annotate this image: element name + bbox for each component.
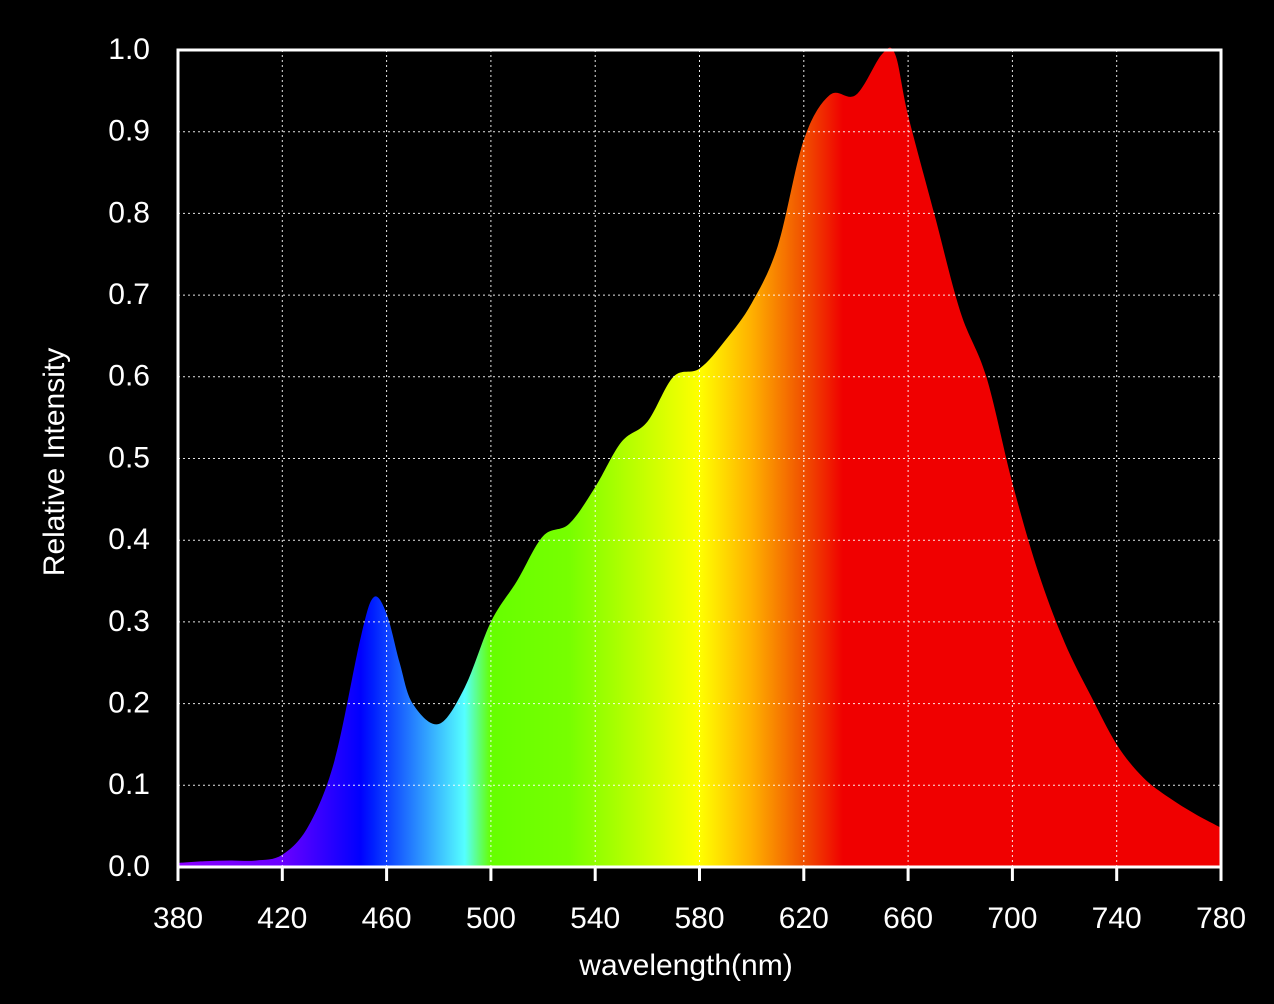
- plot-frame: [176, 48, 1223, 869]
- x-axis-title: wavelength(nm): [578, 949, 792, 982]
- y-tick-label: 0.3: [108, 605, 150, 638]
- x-tick-label: 740: [1092, 902, 1142, 935]
- y-tick-label: 0.5: [108, 441, 150, 474]
- y-tick-label: 0.7: [108, 278, 150, 311]
- y-tick-label: 0.4: [108, 523, 150, 556]
- x-tick-label: 460: [362, 902, 412, 935]
- x-tick-label: 780: [1196, 902, 1246, 935]
- x-tick-label: 580: [674, 902, 724, 935]
- x-tick-label: 380: [153, 902, 203, 935]
- y-tick-label: 1.0: [108, 33, 150, 66]
- y-axis-title: Relative Intensity: [38, 348, 71, 576]
- x-tick-label: 660: [883, 902, 933, 935]
- x-tick-label: 620: [779, 902, 829, 935]
- y-tick-label: 0.9: [108, 115, 150, 148]
- y-tick-label: 0.2: [108, 687, 150, 720]
- y-tick-label: 0.0: [108, 850, 150, 883]
- x-tick-label: 500: [466, 902, 516, 935]
- y-tick-label: 0.1: [108, 768, 150, 801]
- y-tick-label: 0.8: [108, 196, 150, 229]
- x-tick-label: 540: [570, 902, 620, 935]
- y-tick-label: 0.6: [108, 360, 150, 393]
- spectrum-area: [178, 47, 1221, 867]
- x-tick-label: 420: [257, 902, 307, 935]
- x-tick-label: 700: [987, 902, 1037, 935]
